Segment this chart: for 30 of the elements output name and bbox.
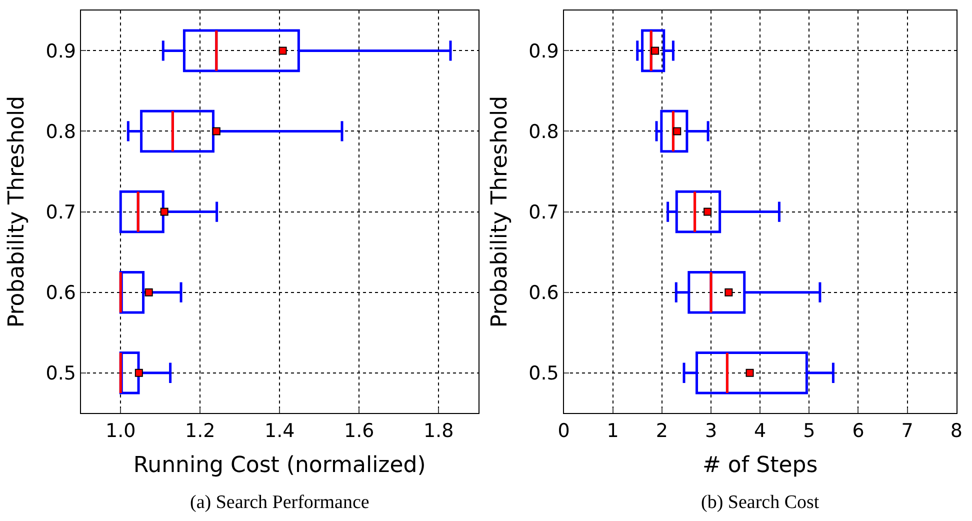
y-tick-label: 0.7	[46, 201, 76, 224]
x-tick-label: 6	[852, 420, 864, 442]
y-tick-label: 0.5	[46, 362, 76, 385]
x-tick-label: 1.0	[106, 420, 136, 442]
y-tick-label: 0.8	[528, 120, 559, 143]
text: (b) Search Cost	[701, 492, 820, 513]
x-tick-label: 1	[606, 420, 619, 442]
x-tick-label: 2	[656, 420, 668, 442]
y-tick-label: 0.5	[528, 362, 559, 385]
x-axis-title: # of Steps	[702, 452, 818, 478]
x-tick-label: 1.4	[264, 420, 295, 442]
x-tick-label: 1.8	[423, 420, 454, 442]
x-tick-label: 5	[803, 420, 816, 442]
y-tick-label: 0.9	[528, 40, 559, 62]
x-tick-label: 4	[754, 420, 766, 442]
x-tick-label: 0	[558, 420, 570, 442]
y-tick-label: 0.6	[46, 282, 76, 304]
y-tick-label: 0.7	[528, 201, 559, 224]
text: (a) Search Performance	[190, 492, 370, 513]
y-axis-title: Probability Threshold	[4, 96, 30, 328]
x-tick-label: 1.2	[185, 420, 216, 442]
x-tick-label: 1.6	[344, 420, 374, 442]
x-tick-label: 8	[950, 420, 962, 442]
y-tick-label: 0.8	[46, 120, 76, 143]
y-tick-label: 0.6	[528, 282, 559, 304]
x-tick-label: 3	[704, 420, 718, 442]
y-axis-title: Probability Threshold	[487, 96, 512, 328]
x-axis-title: Running Cost (normalized)	[133, 452, 426, 478]
y-tick-label: 0.9	[46, 40, 76, 62]
x-tick-label: 7	[901, 420, 914, 442]
